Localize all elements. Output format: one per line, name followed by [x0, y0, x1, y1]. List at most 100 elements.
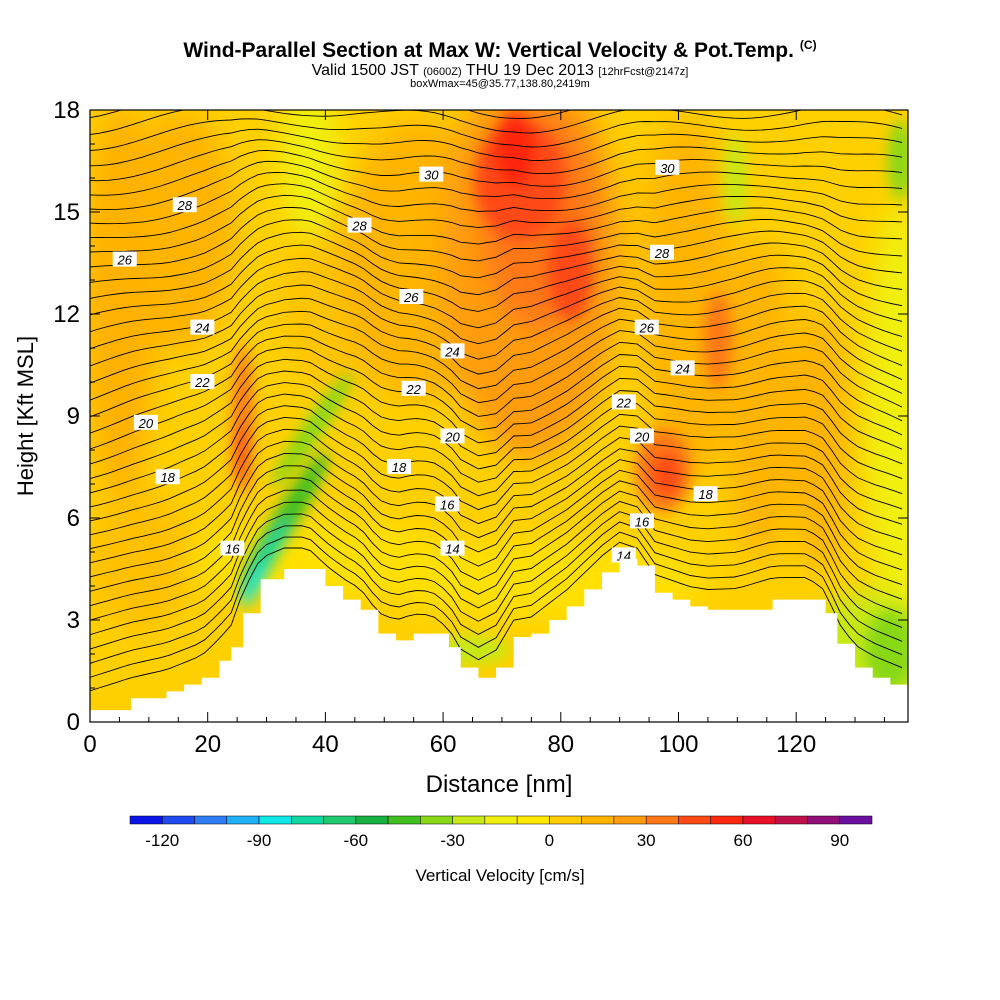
y-axis: 0 3 6 9 12 15 18 — [53, 97, 908, 736]
theta-label: 22 — [190, 374, 215, 390]
y-tick-label: 0 — [67, 709, 80, 736]
y-tick-label: 3 — [67, 607, 80, 634]
theta-label-box — [401, 380, 426, 396]
theta-label-box — [220, 540, 245, 556]
x-tick-label: 80 — [547, 731, 574, 758]
theta-label-text: 24 — [444, 344, 459, 359]
theta-contour-line — [90, 194, 903, 253]
theta-label-text: 18 — [392, 460, 407, 475]
theta-contour-line — [90, 465, 903, 592]
theta-label: 28 — [172, 197, 197, 213]
theta-label: 20 — [440, 428, 465, 444]
theta-label-box — [386, 459, 411, 474]
colorbar-swatch — [645, 815, 679, 825]
y-tick-label: 18 — [53, 97, 80, 124]
colorbar-swatch — [710, 815, 744, 825]
colorbar-tick-label: -30 — [440, 831, 465, 850]
theta-label: 28 — [347, 217, 372, 234]
theta-label-box — [435, 496, 460, 512]
theta-contour-line — [90, 453, 903, 578]
theta-label-text: 16 — [225, 542, 240, 557]
colorbar-swatch — [742, 815, 776, 825]
colorbar-swatch — [226, 815, 260, 825]
theta-label: 26 — [634, 319, 659, 336]
theta-contour-line — [90, 128, 903, 167]
y-tick-label: 6 — [67, 505, 80, 532]
theta-label-box — [634, 319, 659, 335]
theta-label: 16 — [630, 513, 655, 529]
theta-label-box — [655, 159, 680, 175]
theta-contour-line — [90, 358, 903, 465]
valid-utc: (0600Z) — [423, 66, 462, 78]
copyright-mark: (C) — [799, 38, 817, 52]
colorbar-tick-label: 90 — [830, 831, 849, 850]
y-tick-label: 12 — [53, 301, 80, 328]
theta-label: 16 — [220, 540, 245, 557]
theta-label-text: 20 — [138, 416, 154, 431]
x-tick-label: 120 — [776, 731, 816, 758]
theta-contour-line — [90, 531, 903, 678]
theta-label-box — [630, 513, 655, 529]
colorbar-swatch — [258, 815, 292, 825]
theta-label-box — [112, 251, 137, 267]
theta-contour-line — [90, 428, 903, 550]
colorbar-swatch — [484, 815, 518, 825]
theta-label: 16 — [435, 496, 460, 512]
theta-label: 26 — [112, 251, 137, 268]
theta-contour-line — [90, 219, 903, 283]
theta-contour-line — [90, 382, 903, 494]
theta-contour-line — [90, 149, 903, 196]
x-tick-label: 60 — [430, 731, 457, 758]
theta-label-box — [440, 428, 465, 444]
theta-contour-line — [90, 489, 903, 621]
theta-label-box — [133, 414, 158, 430]
theta-contour-line — [90, 207, 903, 268]
theta-contour-line — [90, 335, 903, 434]
colorbar-swatch — [581, 815, 615, 825]
theta-label-box — [630, 428, 655, 444]
theta-contour-line — [90, 297, 903, 384]
theta-contour-line — [90, 76, 902, 104]
colorbar-swatch — [678, 815, 711, 825]
theta-label: 14 — [440, 540, 465, 557]
theta-label-text: 24 — [194, 321, 209, 336]
forecast-info: [12hrFcst@2147z] — [598, 66, 689, 78]
theta-label-text: 18 — [160, 470, 175, 485]
theta-label: 20 — [133, 414, 158, 431]
theta-label-box — [440, 540, 465, 556]
colorbar-swatch — [420, 815, 453, 825]
theta-label-text: 16 — [440, 497, 455, 512]
theta-contour-line — [90, 541, 903, 692]
theta-label-text: 22 — [194, 375, 210, 390]
theta-label-text: 26 — [638, 321, 654, 336]
theta-contour-line — [90, 244, 903, 316]
theta-label-text: 18 — [698, 487, 713, 502]
colorbar-swatch — [291, 815, 324, 825]
theta-label-box — [172, 197, 197, 213]
theta-contour-line — [90, 160, 903, 211]
theta-contours — [90, 76, 903, 692]
colorbar-swatch — [549, 815, 582, 825]
colorbar-swatch — [839, 815, 873, 825]
theta-label: 20 — [630, 428, 655, 444]
theta-contour-line — [90, 271, 903, 350]
theta-label-box — [190, 374, 215, 389]
theta-contour-line — [90, 257, 903, 333]
x-tick-label: 40 — [312, 731, 339, 758]
theta-contour-line — [90, 500, 903, 636]
colorbar-label: Vertical Velocity [cm/s] — [415, 866, 584, 885]
colorbar-swatch — [194, 815, 228, 825]
theta-contour-line — [90, 521, 903, 664]
theta-label: 18 — [386, 459, 411, 475]
box-info: boxWmax=45@35.77,138.80,2419m — [410, 78, 590, 90]
x-tick-label: 0 — [83, 731, 96, 758]
x-axis: 0 20 40 60 80 100 120 — [83, 110, 885, 758]
theta-label: 22 — [611, 394, 636, 410]
y-axis-label: Height [Kft MSL] — [13, 336, 38, 496]
theta-label-text: 28 — [177, 198, 193, 213]
y-tick-label: 15 — [53, 199, 80, 226]
theta-label-text: 24 — [674, 361, 689, 376]
theta-label-text: 26 — [116, 253, 132, 268]
x-tick-label: 100 — [658, 731, 698, 758]
valid-date: THU 19 Dec 2013 — [465, 62, 594, 79]
